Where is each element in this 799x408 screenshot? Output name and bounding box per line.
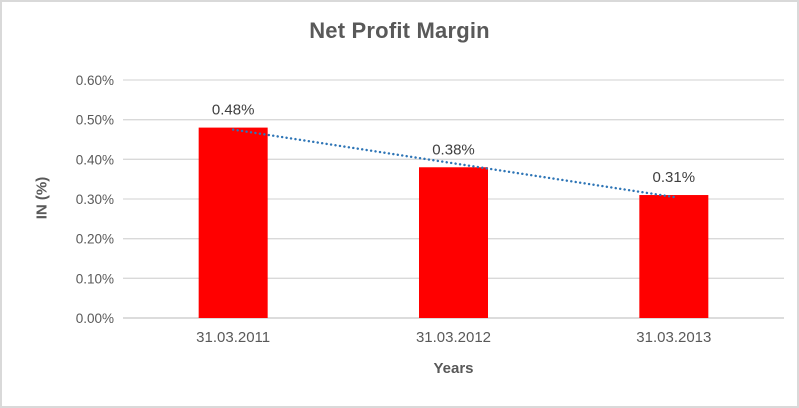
bar [639,195,709,318]
y-tick-label: 0.50% [76,113,114,128]
x-tick-label: 31.03.2012 [416,329,491,346]
x-tick-label: 31.03.2011 [196,329,270,346]
x-tick-label: 31.03.2013 [636,329,711,346]
chart-title: Net Profit Margin [309,18,490,43]
data-label: 0.38% [432,141,475,158]
bar [198,127,268,318]
y-tick-label: 0.30% [76,192,114,207]
y-tick-label: 0.00% [76,311,114,326]
data-label: 0.31% [653,169,696,186]
y-tick-label: 0.40% [76,152,114,167]
bar [419,167,488,318]
data-label: 0.48% [212,102,255,119]
y-tick-label: 0.10% [76,271,114,286]
y-tick-label: 0.60% [76,73,114,88]
x-axis-title: Years [433,360,474,377]
y-tick-label: 0.20% [76,232,114,247]
